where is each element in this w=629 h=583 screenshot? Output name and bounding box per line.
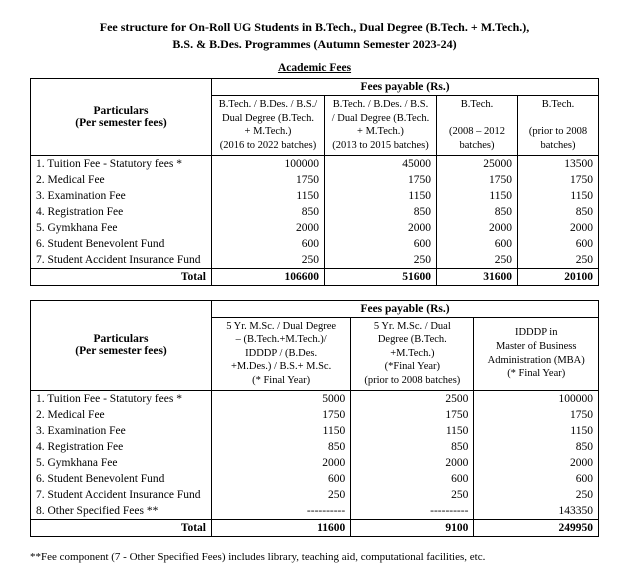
table-row: 4. Registration Fee [31, 439, 212, 455]
table-row: 5. Gymkhana Fee [31, 220, 212, 236]
footnote: **Fee component (7 - Other Specified Fee… [30, 551, 599, 563]
table-row: 3. Examination Fee [31, 188, 212, 204]
t2-col3-header: IDDDP in Master of Business Administrati… [474, 317, 599, 390]
t1-col1-header: B.Tech. / B.Des. / B.S./ Dual Degree (B.… [212, 96, 325, 156]
t2-col2-header: 5 Yr. M.Sc. / Dual Degree (B.Tech. +M.Te… [351, 317, 474, 390]
doc-title-line2: B.S. & B.Des. Programmes (Autumn Semeste… [30, 37, 599, 52]
total-label: Total [31, 519, 212, 536]
table-row: 6. Student Benevolent Fund [31, 471, 212, 487]
table-row: 3. Examination Fee [31, 423, 212, 439]
academic-fees-table-1: Particulars (Per semester fees) Fees pay… [30, 78, 599, 286]
doc-title-line1: Fee structure for On-Roll UG Students in… [30, 20, 599, 35]
fees-payable-header: Fees payable (Rs.) [212, 300, 599, 317]
particulars-header: Particulars [36, 105, 206, 117]
table-row: 7. Student Accident Insurance Fund [31, 487, 212, 503]
table-row: 6. Student Benevolent Fund [31, 236, 212, 252]
t2-col1-header: 5 Yr. M.Sc. / Dual Degree – (B.Tech.+M.T… [212, 317, 351, 390]
table-row: 1. Tuition Fee - Statutory fees * [31, 390, 212, 407]
table-row: 7. Student Accident Insurance Fund [31, 252, 212, 269]
per-semester-label: (Per semester fees) [36, 345, 206, 357]
total-label: Total [31, 268, 212, 285]
per-semester-label: (Per semester fees) [36, 117, 206, 129]
t1-col2-header: B.Tech. / B.Des. / B.S. / Dual Degree (B… [324, 96, 436, 156]
t1-col4-header: B.Tech. (prior to 2008 batches) [518, 96, 599, 156]
table-row: 2. Medical Fee [31, 407, 212, 423]
table-row: 1. Tuition Fee - Statutory fees * [31, 155, 212, 172]
table-row: 4. Registration Fee [31, 204, 212, 220]
fees-payable-header: Fees payable (Rs.) [212, 79, 599, 96]
particulars-header: Particulars [36, 333, 206, 345]
table-row: 8. Other Specified Fees ** [31, 503, 212, 520]
academic-fees-table-2: Particulars (Per semester fees) Fees pay… [30, 300, 599, 537]
t1-col3-header: B.Tech. (2008 – 2012 batches) [437, 96, 518, 156]
table-row: 5. Gymkhana Fee [31, 455, 212, 471]
section-title: Academic Fees [30, 62, 599, 74]
table-row: 2. Medical Fee [31, 172, 212, 188]
